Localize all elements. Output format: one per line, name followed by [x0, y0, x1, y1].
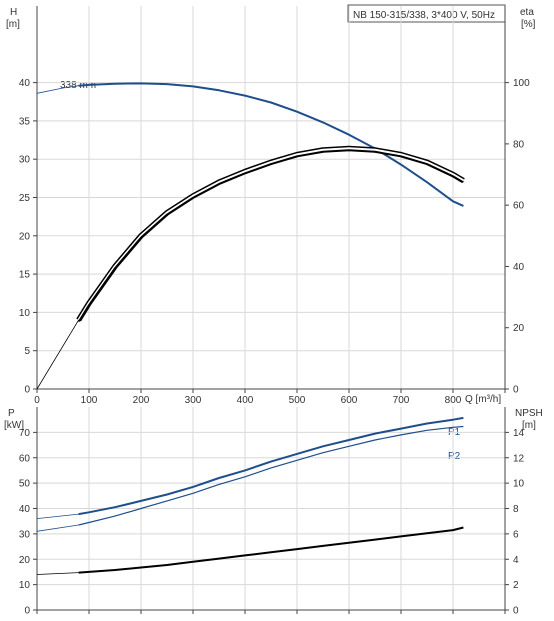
bottom-right-tick-label-10: 10	[513, 479, 525, 490]
top-right-tick-label-40: 40	[513, 262, 525, 273]
bottom-right-tick-label-2: 2	[513, 580, 519, 591]
top-left-tick-label-25: 25	[19, 193, 31, 204]
top-x-tick-label-200: 200	[133, 395, 150, 406]
top-y-right-label-2: [%]	[521, 19, 536, 30]
top-x-tick-label-300: 300	[185, 395, 202, 406]
top-x-tick-label-500: 500	[289, 395, 306, 406]
top-left-tick-label-30: 30	[19, 155, 31, 166]
top-x-tick-label-800: 800	[445, 395, 462, 406]
top-left-tick-label-5: 5	[24, 346, 30, 357]
top-x-tick-label-400: 400	[237, 395, 254, 406]
top-series-1-line-inner-gap	[77, 147, 465, 321]
bottom-left-tick-label-30: 30	[19, 529, 31, 540]
top-left-tick-label-35: 35	[19, 116, 31, 127]
top-y-right-label-1: eta	[520, 7, 534, 18]
top-left-tick-label-20: 20	[19, 231, 31, 242]
bottom-series-1-line	[78, 425, 464, 526]
top-y-left-label-2: [m]	[6, 19, 20, 30]
top-x-tick-label-0: 0	[34, 395, 40, 406]
chart-title: NB 150-315/338, 3*400 V, 50Hz	[353, 10, 495, 21]
top-series-0-line-extrapolated	[36, 85, 79, 94]
bottom-right-tick-label-14: 14	[513, 428, 525, 439]
top-right-tick-label-20: 20	[513, 323, 525, 334]
bottom-left-tick-label-50: 50	[19, 479, 31, 490]
bottom-series-0-line-extrapolated	[36, 513, 79, 519]
bottom-series-2-line-extrapolated	[36, 572, 79, 575]
bottom-y-right-label-2: [m]	[522, 420, 536, 431]
top-x-tick-label-600: 600	[341, 395, 358, 406]
bottom-left-tick-label-20: 20	[19, 555, 31, 566]
bottom-series-2-line	[78, 526, 464, 574]
top-left-tick-label-15: 15	[19, 270, 31, 281]
bottom-right-tick-label-8: 8	[513, 504, 519, 515]
top-x-tick-label-100: 100	[81, 395, 98, 406]
x-axis-label: Q [m³/h]	[465, 394, 501, 405]
top-left-tick-label-10: 10	[19, 308, 31, 319]
bottom-series-0-line	[78, 416, 464, 516]
bottom-right-tick-label-6: 6	[513, 529, 519, 540]
bottom-left-tick-label-60: 60	[19, 453, 31, 464]
bottom-right-tick-label-12: 12	[513, 453, 525, 464]
top-right-tick-label-60: 60	[513, 201, 525, 212]
bottom-right-tick-label-0: 0	[513, 606, 519, 617]
top-right-tick-label-0: 0	[513, 385, 519, 396]
top-right-tick-label-100: 100	[513, 78, 530, 89]
bottom-right-tick-label-4: 4	[513, 555, 519, 566]
top-series-1-line-lower	[77, 149, 464, 323]
bottom-y-left-label-1: P	[8, 408, 15, 419]
top-y-left-label-1: H	[10, 7, 17, 18]
bottom-left-tick-label-0: 0	[24, 606, 30, 617]
top-right-tick-label-80: 80	[513, 139, 525, 150]
top-series-0-line	[78, 82, 464, 207]
series-label-p2: P2	[448, 451, 461, 462]
bottom-y-right-label-1: NPSH	[515, 408, 543, 419]
bottom-series-1-line-extrapolated	[36, 524, 79, 532]
top-series-1-line-extrapolated	[36, 319, 79, 390]
top-x-tick-label-700: 700	[393, 395, 410, 406]
top-left-tick-label-40: 40	[19, 78, 31, 89]
bottom-left-tick-label-10: 10	[19, 580, 31, 591]
bottom-y-left-label-2: [kW]	[4, 420, 24, 431]
bottom-left-tick-label-70: 70	[19, 428, 31, 439]
top-left-tick-label-0: 0	[24, 385, 30, 396]
bottom-left-tick-label-40: 40	[19, 504, 31, 515]
